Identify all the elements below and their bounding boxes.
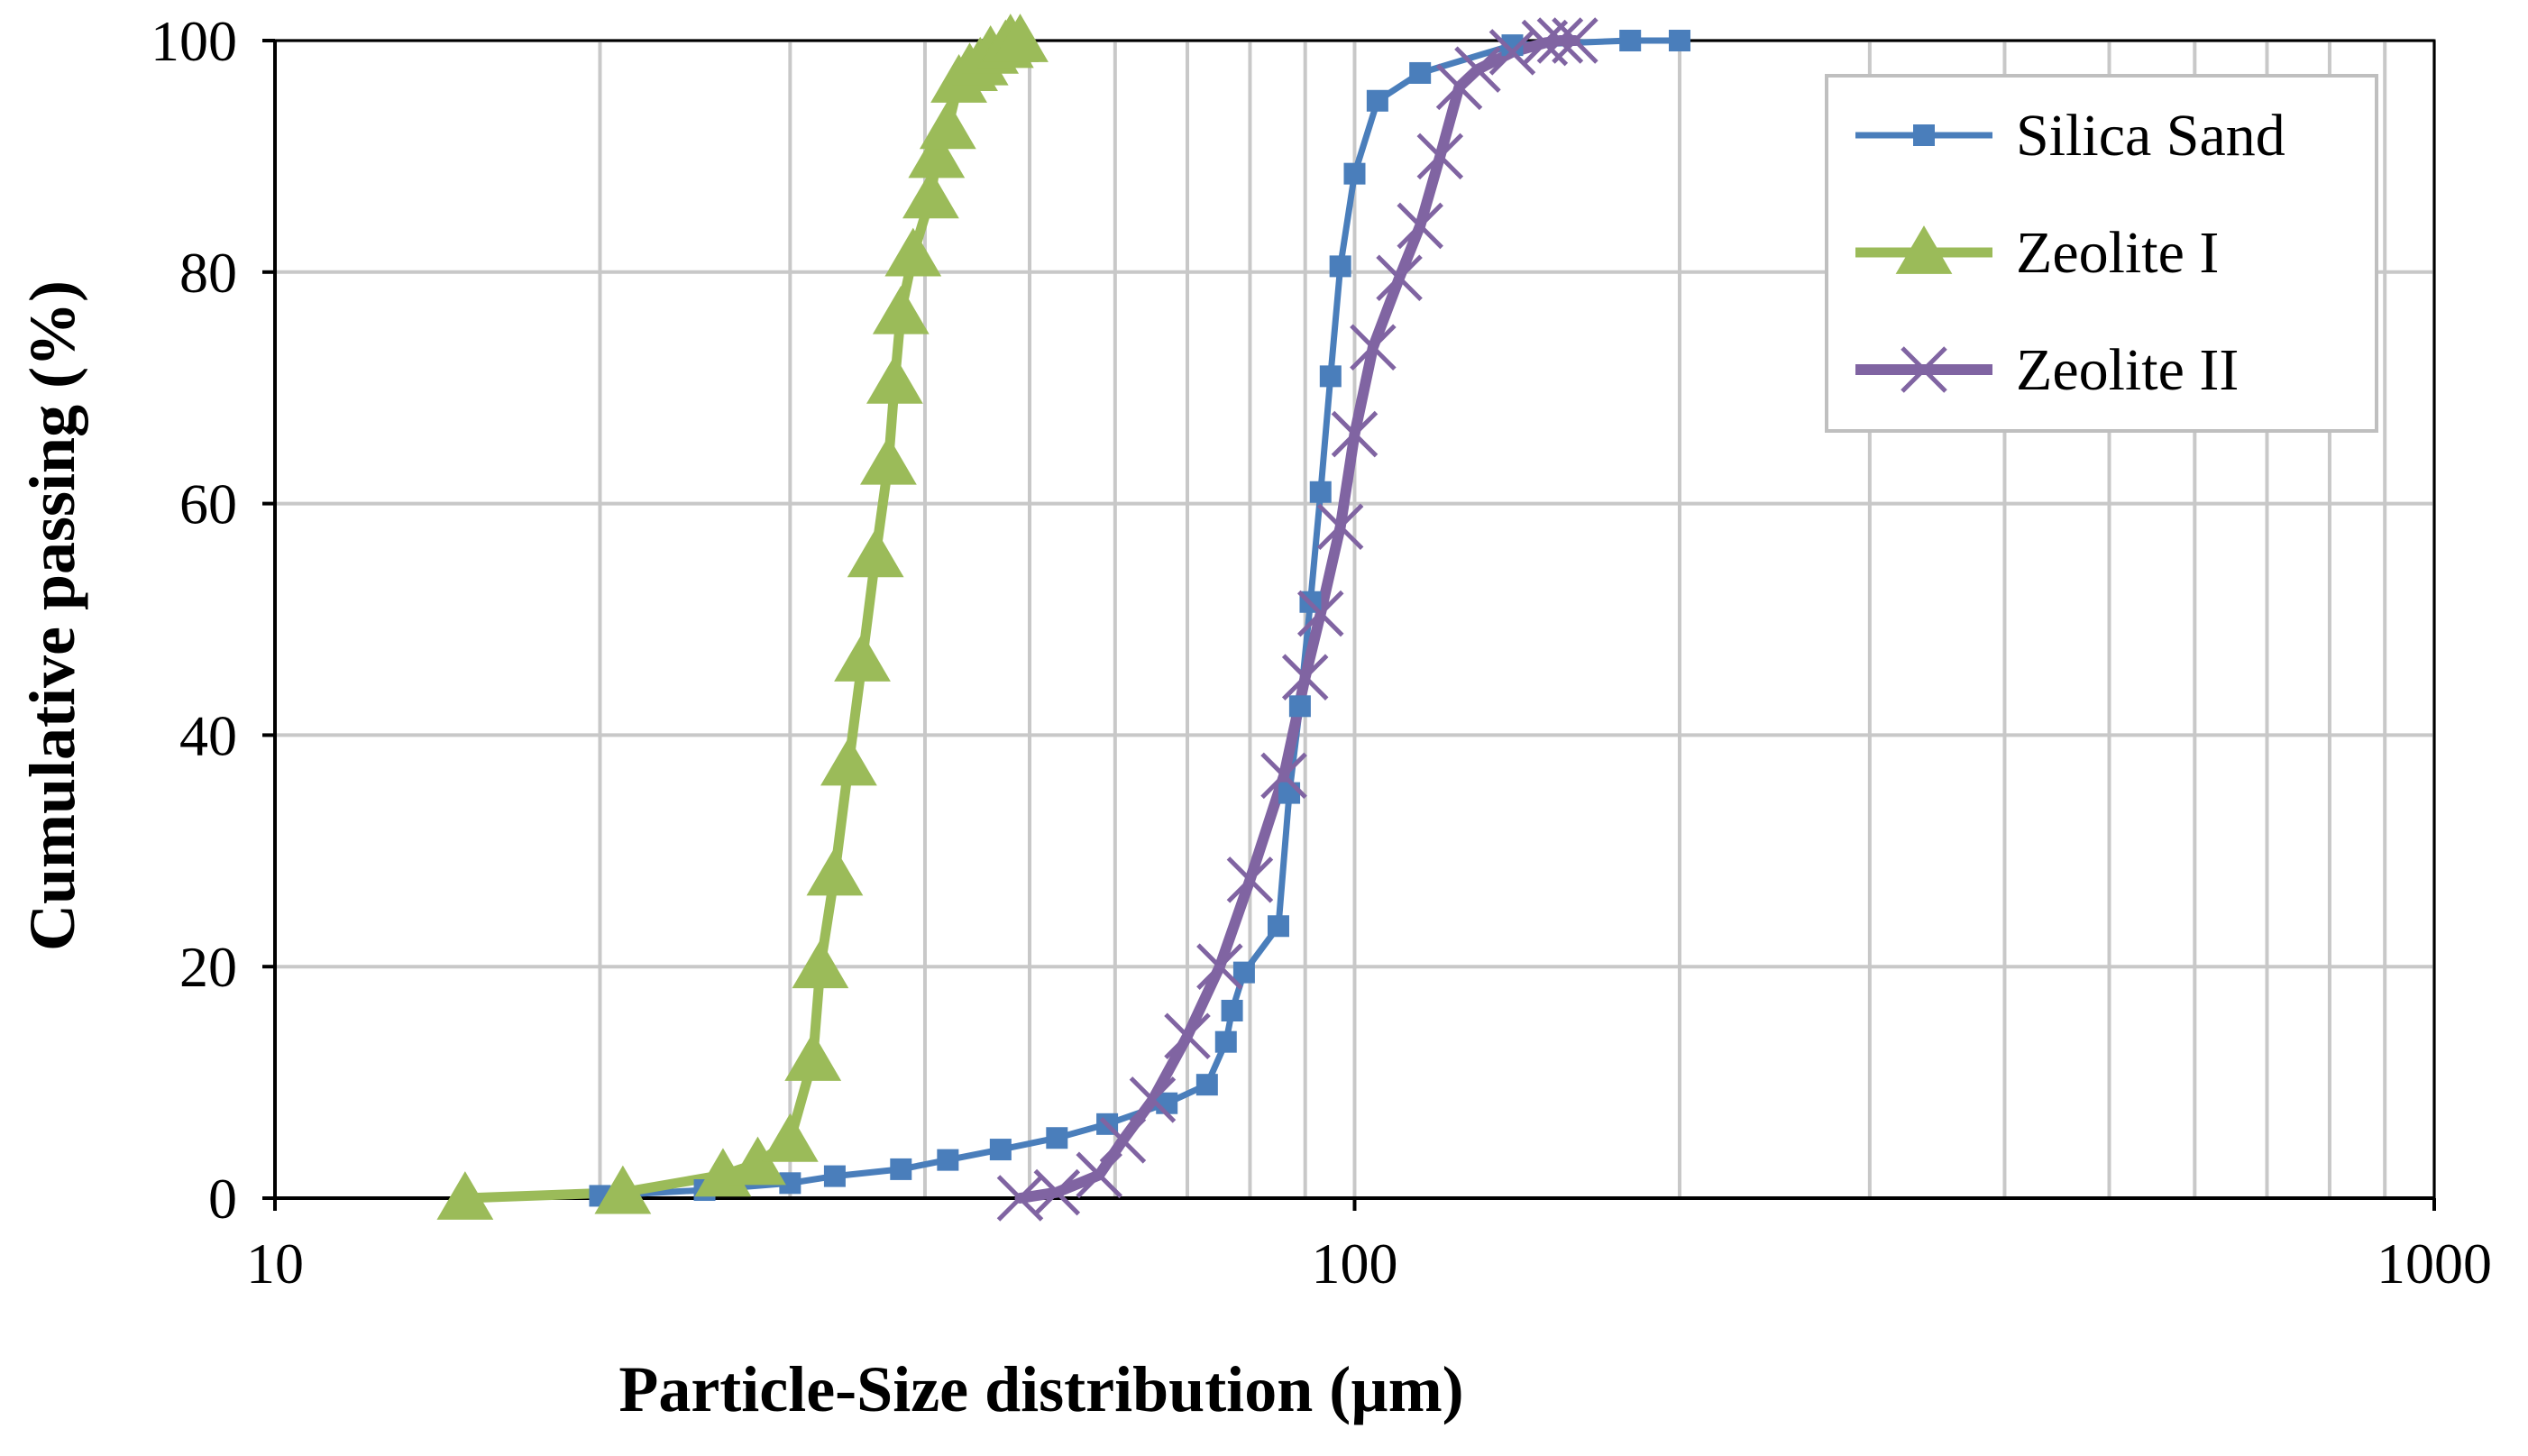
data-point-zeolite-ii	[1376, 254, 1423, 301]
data-point-silica-sand	[1329, 255, 1351, 278]
legend-marker-silica-sand	[1913, 124, 1935, 146]
data-point-zeolite-i	[792, 939, 849, 989]
data-point-silica-sand	[1046, 1127, 1068, 1149]
data-point-zeolite-ii	[1552, 17, 1598, 64]
data-point-zeolite-ii	[1488, 29, 1536, 76]
legend-marker-zeolite-i	[1895, 225, 1953, 274]
legend: Silica Sand Zeolite I Zeolite II	[1825, 74, 2378, 433]
data-point-silica-sand	[1319, 365, 1342, 388]
y-tick-label: 20	[179, 935, 237, 999]
data-point-zeolite-ii	[1164, 1012, 1211, 1060]
x-tick-label: 1000	[2377, 1232, 2492, 1296]
data-point-zeolite-ii	[1226, 856, 1274, 903]
data-point-silica-sand	[1267, 915, 1289, 938]
data-point-zeolite-i	[847, 528, 904, 578]
data-point-zeolite-ii	[1260, 752, 1307, 800]
y-tick-label: 0	[208, 1167, 237, 1231]
data-point-zeolite-ii	[1350, 324, 1397, 371]
data-point-zeolite-i	[884, 227, 942, 277]
data-point-silica-sand	[937, 1149, 959, 1171]
data-point-zeolite-i	[806, 847, 864, 896]
data-point-zeolite-ii	[1033, 1168, 1081, 1216]
data-point-zeolite-i	[919, 100, 976, 150]
data-point-zeolite-i	[872, 285, 930, 334]
data-point-silica-sand	[1221, 999, 1243, 1021]
data-point-zeolite-ii	[1196, 943, 1243, 990]
data-point-zeolite-ii	[1536, 17, 1584, 64]
y-axis-title: Cumulative passing (%)	[16, 280, 88, 951]
legend-marker-zeolite-ii	[1901, 346, 1947, 393]
data-point-zeolite-ii	[1296, 590, 1344, 637]
data-point-zeolite-i	[866, 354, 923, 404]
y-tick-label: 60	[179, 472, 237, 536]
data-point-zeolite-ii	[1416, 133, 1464, 180]
data-point-silica-sand	[1232, 961, 1255, 984]
data-point-zeolite-i	[594, 1165, 652, 1214]
data-point-zeolite-i	[860, 435, 917, 485]
data-point-silica-sand	[1195, 1074, 1218, 1096]
data-point-zeolite-ii	[1099, 1117, 1147, 1164]
tick-labels: 0 20 40 60 80 100 10 100 1000	[151, 9, 2492, 1296]
x-axis-title: Particle-Size distribution (µm)	[618, 1353, 1463, 1425]
data-point-silica-sand	[1288, 695, 1311, 718]
data-point-zeolite-ii	[1076, 1151, 1122, 1199]
data-point-zeolite-i	[729, 1136, 786, 1186]
x-tick-label: 100	[1312, 1232, 1398, 1296]
data-point-silica-sand	[1214, 1030, 1237, 1053]
y-tick-label: 80	[179, 241, 237, 305]
data-point-silica-sand	[1668, 30, 1690, 51]
data-point-zeolite-i	[784, 1032, 842, 1081]
legend-label-zeolite-ii: Zeolite II	[2016, 337, 2239, 403]
data-point-zeolite-i	[834, 633, 891, 682]
series-markers	[436, 14, 1690, 1222]
data-point-silica-sand	[1156, 1092, 1178, 1114]
data-point-zeolite-ii	[1281, 654, 1329, 701]
data-point-silica-sand	[1309, 481, 1332, 503]
data-point-silica-sand	[823, 1165, 846, 1187]
data-point-silica-sand	[1366, 89, 1388, 112]
data-point-silica-sand	[1409, 61, 1432, 84]
x-tick-label: 10	[246, 1232, 304, 1296]
data-point-zeolite-i	[902, 169, 959, 219]
y-tick-label: 100	[151, 9, 237, 73]
data-point-silica-sand	[1343, 162, 1366, 185]
data-point-zeolite-ii	[1331, 410, 1378, 458]
data-point-zeolite-i	[820, 737, 877, 786]
data-point-zeolite-i	[761, 1113, 819, 1162]
y-tick-label: 40	[179, 703, 237, 767]
legend-label-zeolite-i: Zeolite I	[2016, 220, 2219, 286]
data-point-silica-sand	[890, 1158, 912, 1180]
legend-label-silica-sand: Silica Sand	[2016, 103, 2285, 169]
data-point-silica-sand	[1619, 30, 1642, 51]
data-point-zeolite-i	[908, 129, 966, 179]
data-point-silica-sand	[1278, 782, 1301, 804]
data-point-zeolite-i	[436, 1171, 494, 1220]
data-point-silica-sand	[989, 1139, 1012, 1161]
data-point-zeolite-ii	[1316, 503, 1364, 551]
data-point-zeolite-ii	[1397, 202, 1443, 250]
data-point-zeolite-i	[992, 14, 1049, 62]
data-point-zeolite-ii	[1454, 46, 1501, 93]
data-point-zeolite-ii	[1129, 1076, 1177, 1123]
